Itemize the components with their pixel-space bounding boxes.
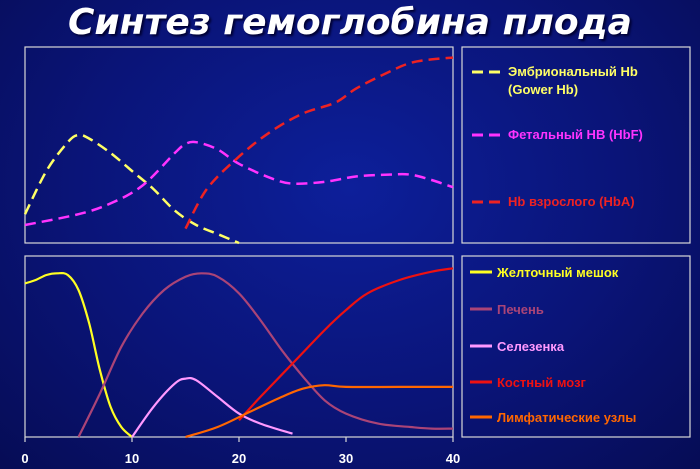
- top-legend: Эмбриональный Hb (Gower Hb) Фетальный HB (…: [472, 64, 643, 209]
- series-line-печень: [77, 272, 454, 438]
- bottom-legend: Желточный мешок Печень Селезенка Костный мо…: [470, 265, 636, 425]
- x-tick-label: 40: [446, 451, 460, 466]
- series-line-лимфатические-узлы: [185, 384, 453, 439]
- top-legend-frame: [461, 46, 691, 244]
- series-line-костный-мозг: [238, 267, 454, 422]
- legend-label-селезенка: Селезенка: [497, 339, 565, 354]
- page-title: Синтез гемоглобина плода: [68, 2, 632, 43]
- legend-label-лимфатические-узлы: Лимфатические узлы: [497, 410, 636, 425]
- legend-label-line2-эмбриональный-hb: (Gower Hb): [508, 82, 578, 97]
- series-line-селезенка: [131, 376, 293, 438]
- legend-label-желточный-мешок: Желточный мешок: [496, 265, 619, 280]
- legend-label-эмбриональный-hb: Эмбриональный Hb: [508, 64, 638, 79]
- series-line-hb-взрослого-hba: [184, 56, 454, 230]
- series-line-эмбриональный-hb: [23, 133, 240, 245]
- top-chart-lines: [23, 56, 454, 245]
- legend-label-костный-мозг: Костный мозг: [497, 375, 587, 390]
- bottom-chart-lines: [24, 267, 454, 439]
- x-axis-ticks: 0 10 20 30 40: [21, 437, 460, 466]
- series-line-фетальный-hb-hbf: [24, 140, 454, 227]
- series-line-желточный-мешок: [24, 271, 133, 438]
- top-plot-frame: [24, 46, 454, 244]
- x-tick-label: 20: [232, 451, 246, 466]
- legend-label-hb-взрослого-hba: Hb взрослого (HbA): [508, 194, 635, 209]
- bottom-legend-frame: [461, 255, 691, 438]
- legend-label-фетальный-hb-hbf: Фетальный HB (HbF): [508, 127, 643, 142]
- x-tick-label: 0: [21, 451, 28, 466]
- x-tick-label: 30: [339, 451, 353, 466]
- legend-label-печень: Печень: [497, 302, 544, 317]
- x-tick-label: 10: [125, 451, 139, 466]
